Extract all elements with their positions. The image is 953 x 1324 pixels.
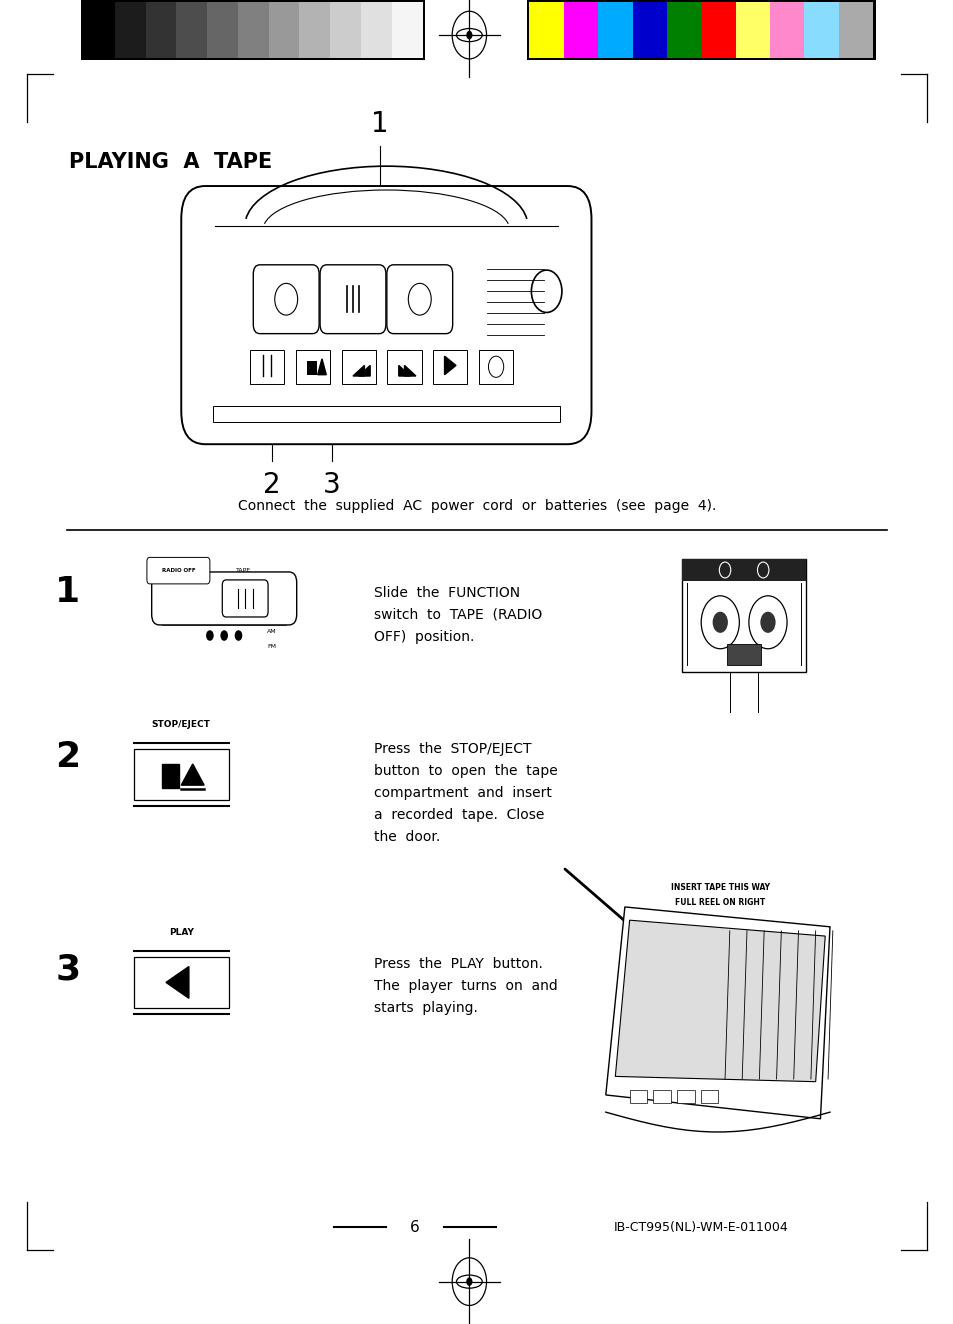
Bar (700, 1090, 718, 1103)
Polygon shape (404, 365, 416, 376)
Text: switch  to  TAPE  (RADIO: switch to TAPE (RADIO (374, 608, 541, 622)
FancyBboxPatch shape (181, 187, 591, 445)
Text: PLAYING  A  TAPE: PLAYING A TAPE (69, 151, 272, 172)
Polygon shape (181, 764, 204, 785)
FancyBboxPatch shape (152, 572, 296, 625)
Bar (700, 3, 735, 58)
Text: the  door.: the door. (374, 830, 439, 843)
Bar (299, 3, 330, 58)
Circle shape (760, 612, 775, 633)
Polygon shape (605, 907, 829, 1119)
Bar (838, 3, 872, 58)
Text: starts  playing.: starts playing. (374, 1001, 477, 1014)
Polygon shape (166, 967, 189, 998)
Text: OFF)  position.: OFF) position. (374, 630, 474, 643)
Bar (681, 560, 805, 581)
Bar (307, 361, 316, 375)
Bar (360, 3, 392, 58)
Bar (81, 0, 425, 61)
Bar (341, 350, 375, 384)
Bar (114, 3, 146, 58)
Bar (269, 3, 299, 58)
Text: The  player  turns  on  and: The player turns on and (374, 978, 558, 993)
Text: 2: 2 (55, 740, 80, 775)
Polygon shape (317, 359, 326, 375)
Text: Connect  the  supplied  AC  power  cord  or  batteries  (see  page  4).: Connect the supplied AC power cord or ba… (237, 499, 716, 512)
Text: TAPE: TAPE (235, 568, 251, 573)
Text: 3: 3 (55, 952, 80, 986)
Bar (133, 749, 229, 800)
Text: RADIO OFF: RADIO OFF (161, 568, 195, 573)
Bar (726, 645, 760, 666)
Text: INSERT TAPE THIS WAY: INSERT TAPE THIS WAY (670, 883, 769, 891)
Text: compartment  and  insert: compartment and insert (374, 786, 551, 800)
Bar (529, 3, 563, 58)
Text: PLAY: PLAY (169, 928, 193, 936)
FancyBboxPatch shape (147, 557, 210, 584)
Circle shape (206, 630, 213, 641)
Bar (387, 350, 421, 384)
Polygon shape (615, 920, 824, 1082)
Bar (250, 350, 284, 384)
Text: AM: AM (267, 629, 276, 634)
Bar (681, 560, 805, 673)
Text: Slide  the  FUNCTION: Slide the FUNCTION (374, 587, 519, 600)
Text: 6: 6 (410, 1219, 419, 1235)
Circle shape (712, 612, 727, 633)
FancyBboxPatch shape (222, 580, 268, 617)
Polygon shape (444, 356, 456, 375)
Text: IB-CT995(NL)-WM-E-011004: IB-CT995(NL)-WM-E-011004 (613, 1221, 788, 1234)
Bar (392, 3, 422, 58)
Bar (84, 3, 114, 58)
Bar (653, 1090, 670, 1103)
Circle shape (234, 630, 242, 641)
FancyBboxPatch shape (319, 265, 385, 334)
Bar (677, 1090, 694, 1103)
Text: 3: 3 (323, 471, 340, 499)
Circle shape (220, 630, 228, 641)
Bar (769, 3, 803, 58)
Text: Press  the  PLAY  button.: Press the PLAY button. (374, 957, 542, 970)
Text: 1: 1 (371, 110, 388, 138)
Bar (598, 3, 632, 58)
Bar (207, 3, 237, 58)
Bar (632, 3, 666, 58)
Circle shape (466, 30, 472, 40)
Bar (735, 3, 769, 58)
Bar (330, 3, 360, 58)
Text: button  to  open  the  tape: button to open the tape (374, 764, 558, 779)
Bar (213, 406, 559, 422)
Bar (666, 3, 700, 58)
Bar (237, 3, 269, 58)
Polygon shape (358, 365, 370, 376)
Text: STOP/EJECT: STOP/EJECT (152, 720, 211, 728)
Bar (478, 350, 513, 384)
Bar (433, 350, 467, 384)
Bar (146, 3, 176, 58)
Bar (295, 350, 330, 384)
Text: a  recorded  tape.  Close: a recorded tape. Close (374, 808, 544, 822)
Polygon shape (353, 365, 364, 376)
Bar (162, 764, 179, 788)
Circle shape (466, 1278, 472, 1286)
Bar (526, 0, 875, 61)
FancyBboxPatch shape (253, 265, 318, 334)
Bar (133, 957, 229, 1008)
Bar (803, 3, 838, 58)
Text: 1: 1 (55, 575, 80, 609)
Text: 2: 2 (263, 471, 280, 499)
Text: FM: FM (267, 643, 276, 649)
Polygon shape (398, 365, 410, 376)
Bar (629, 1090, 646, 1103)
FancyBboxPatch shape (387, 265, 453, 334)
Text: Press  the  STOP/EJECT: Press the STOP/EJECT (374, 743, 531, 756)
Text: FULL REEL ON RIGHT: FULL REEL ON RIGHT (675, 899, 764, 907)
Bar (176, 3, 207, 58)
Bar (563, 3, 598, 58)
